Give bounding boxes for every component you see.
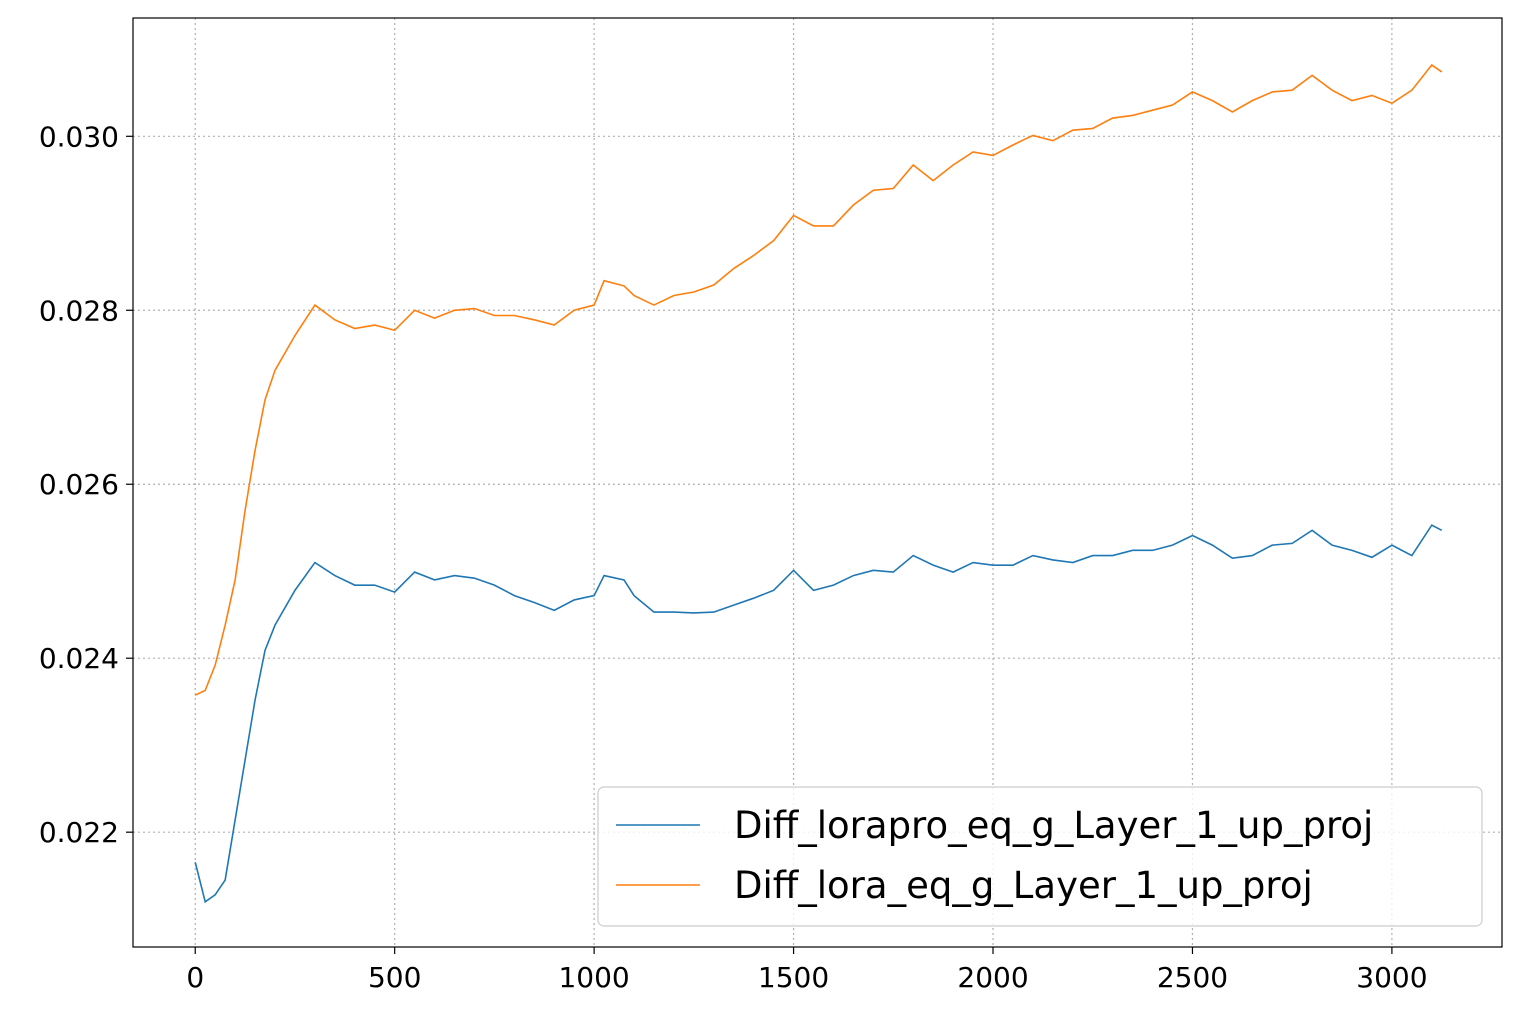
x-tick-label: 0: [186, 961, 204, 994]
y-tick-label: 0.022: [39, 816, 119, 849]
x-tick-label: 2500: [1157, 961, 1228, 994]
x-tick-label: 1500: [758, 961, 829, 994]
y-tick-label: 0.030: [39, 120, 119, 153]
legend-box: [597, 786, 1483, 927]
x-tick-label: 1000: [558, 961, 629, 994]
legend-label: Diff_lora_eq_g_Layer_1_up_proj: [734, 864, 1313, 907]
plot-frame: [132, 17, 1503, 948]
y-tick-label: 0.024: [39, 642, 119, 675]
series-line: [194, 63, 1443, 696]
y-tick-label: 0.026: [39, 468, 119, 501]
y-tick-label: 0.028: [39, 294, 119, 327]
legend-label: Diff_lorapro_eq_g_Layer_1_up_proj: [734, 804, 1373, 847]
x-tick-label: 500: [368, 961, 421, 994]
x-tick-label: 3000: [1356, 961, 1427, 994]
x-tick-label: 2000: [957, 961, 1028, 994]
series-line: [194, 524, 1443, 904]
